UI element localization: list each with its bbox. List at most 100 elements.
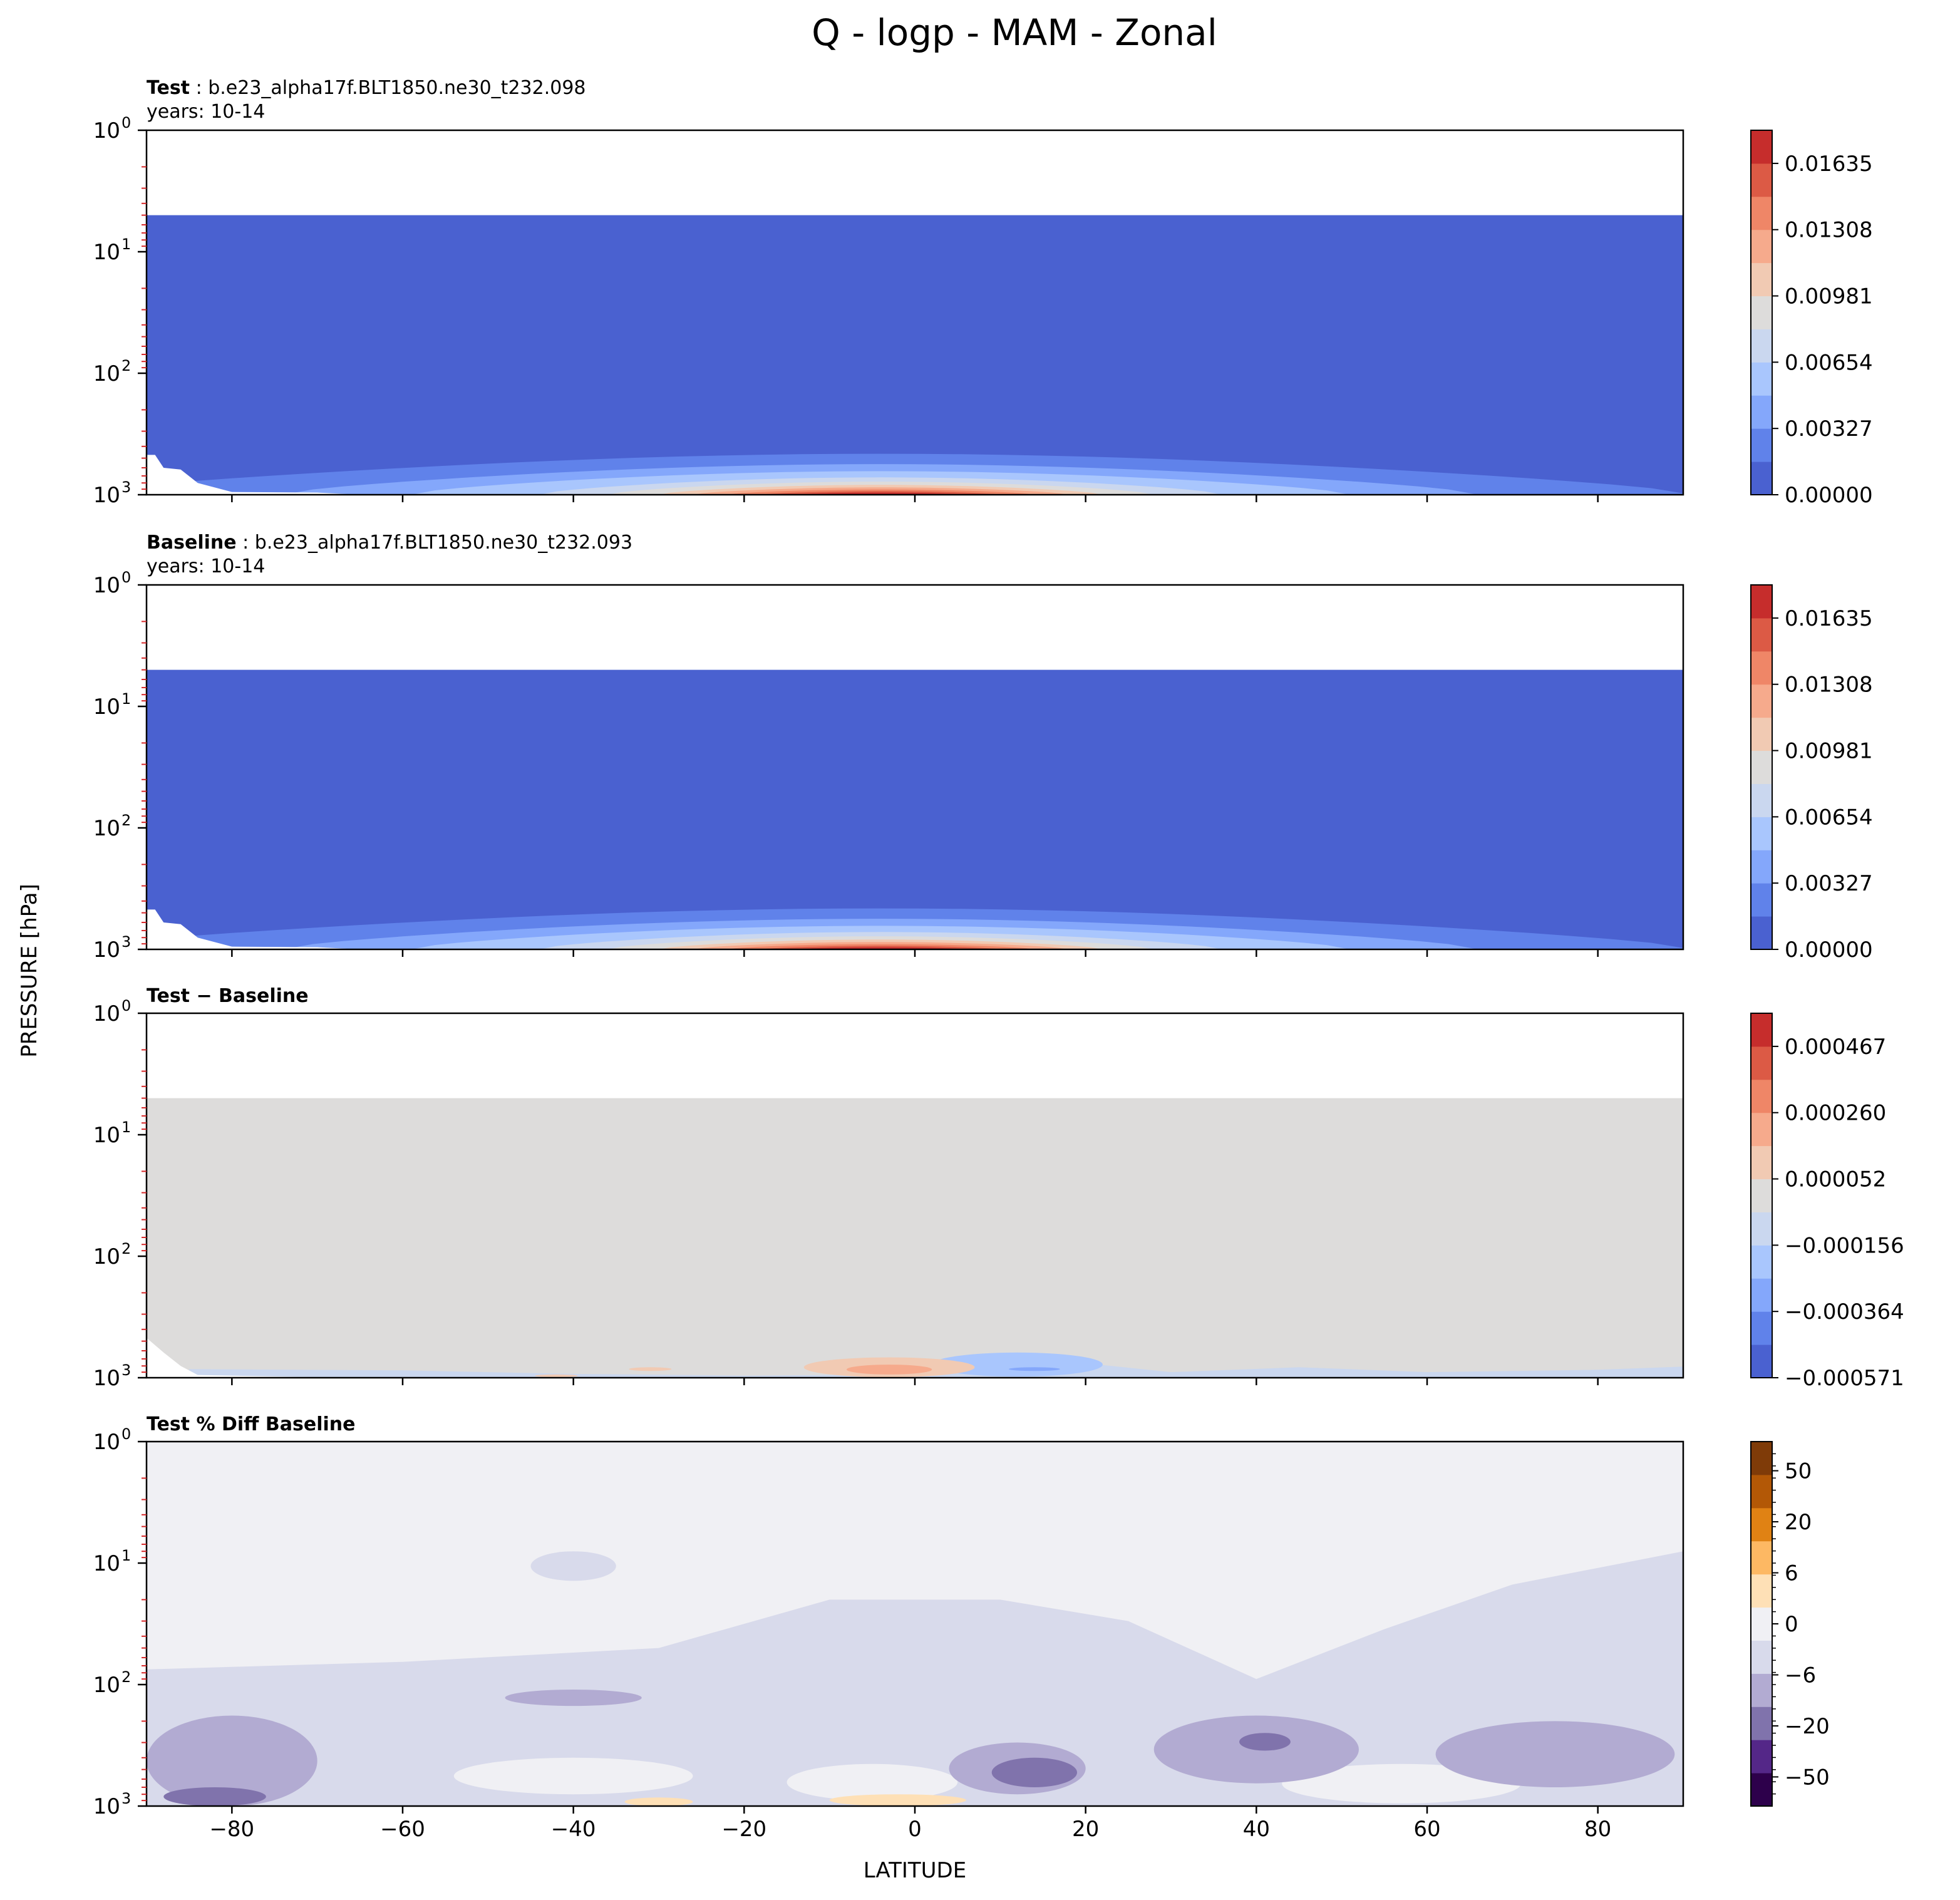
- y-tick-label: 10: [93, 1366, 120, 1391]
- colorbar-segment: [1751, 750, 1772, 784]
- y-tick-label: 10: [93, 1551, 120, 1576]
- contour-negative-mid: [932, 1352, 1103, 1377]
- colorbar-tick-label: −0.000364: [1785, 1299, 1904, 1324]
- colorbar-frame: [1750, 1013, 1773, 1378]
- y-tick-exponent: 0: [121, 1425, 131, 1443]
- y-tick-exponent: 2: [121, 812, 131, 829]
- y-tick-label: 10: [93, 1001, 120, 1026]
- colorbar-segment: [1751, 1278, 1772, 1312]
- colorbar-tick-label: 0.00981: [1785, 739, 1873, 764]
- panel-subtitle: years: 10-14: [147, 101, 265, 123]
- contour-negative-mid: [147, 1715, 317, 1806]
- colorbar-segment: [1751, 1345, 1772, 1378]
- y-tick-label: 10: [93, 1430, 120, 1455]
- y-tick-exponent: 3: [121, 933, 131, 951]
- colorbar-tick-label: 0.00000: [1785, 937, 1873, 963]
- colorbar-segment: [1751, 617, 1772, 652]
- x-tick-label: −80: [209, 1817, 254, 1842]
- colorbar-segment: [1751, 296, 1772, 329]
- contour-negative-mid: [505, 1690, 642, 1706]
- colorbar-segment: [1751, 1245, 1772, 1279]
- y-tick-exponent: 1: [121, 690, 131, 708]
- colorbar-tick-label: 0.00000: [1785, 483, 1873, 508]
- x-tick-label: −60: [380, 1817, 425, 1842]
- topography-mask: [147, 909, 360, 949]
- colorbar-tick-label: 0.000467: [1785, 1035, 1886, 1060]
- y-tick-label: 10: [93, 1123, 120, 1148]
- colorbar-segment: [1751, 329, 1772, 363]
- colorbar: −50 −20 −6 0 6 20 50: [1750, 1441, 1830, 1807]
- panel-title-rest: : b.e23_alpha17f.BLT1850.ne30_t232.093: [237, 532, 632, 554]
- colorbar: 0.00000 0.00327 0.00654 0.00981 0.01308 0.016…: [1750, 584, 1873, 963]
- colorbar-segment: [1751, 428, 1772, 462]
- panel-title-bold: Test: [147, 77, 190, 99]
- y-tick-exponent: 0: [121, 114, 131, 132]
- contour-negative-weak: [189, 1358, 1683, 1378]
- colorbar-segment: [1751, 262, 1772, 297]
- panel-title-bold: Test − Baseline: [147, 985, 309, 1007]
- colorbar-tick-label: −0.000571: [1785, 1366, 1904, 1391]
- colorbar-segment: [1751, 462, 1772, 495]
- x-tick-label: 40: [1243, 1817, 1270, 1842]
- colorbar-segment: [1751, 1574, 1772, 1608]
- contour-positive-weak: [829, 1794, 966, 1806]
- x-axis-label: LATITUDE: [864, 1858, 966, 1883]
- contour-negative-strong: [1239, 1733, 1291, 1751]
- panel-baseline: Baseline : b.e23_alpha17f.BLT1850.ne30_t…: [93, 532, 1873, 963]
- y-tick-exponent: 0: [121, 569, 131, 586]
- colorbar-segment: [1751, 395, 1772, 429]
- contour-level-0: [147, 215, 1683, 495]
- panel-title-rest: : b.e23_alpha17f.BLT1850.ne30_t232.098: [190, 77, 585, 99]
- contour-fills: [147, 215, 1683, 495]
- contour-positive-weak: [624, 1797, 693, 1806]
- y-tick-label: 10: [93, 361, 120, 386]
- figure-title: Q - logp - MAM - Zonal: [812, 11, 1217, 54]
- y-tick-label: 10: [93, 1244, 120, 1269]
- y-tick-label: 10: [93, 483, 120, 508]
- topography-mask: [147, 1338, 403, 1378]
- y-tick-exponent: 1: [121, 1547, 131, 1564]
- colorbar-tick-label: 0.000260: [1785, 1101, 1886, 1126]
- y-tick-exponent: 0: [121, 997, 131, 1015]
- contour-positive-small: [535, 1374, 578, 1378]
- topography-mask: [147, 455, 360, 495]
- panel-title: Baseline : b.e23_alpha17f.BLT1850.ne30_t…: [147, 532, 632, 554]
- colorbar-tick-label: 0.00327: [1785, 871, 1873, 896]
- colorbar-segment: [1751, 883, 1772, 917]
- x-tick-label: 20: [1072, 1817, 1099, 1842]
- colorbar: −0.000571 −0.000364 −0.000156 0.000052 0.000…: [1750, 1013, 1904, 1391]
- colorbar-segment: [1751, 651, 1772, 685]
- contour-negative-strong: [991, 1757, 1078, 1787]
- colorbar-tick-label: 50: [1785, 1459, 1812, 1484]
- panel-title-bold: Test % Diff Baseline: [147, 1413, 356, 1435]
- contour-level-0: [147, 669, 1683, 949]
- colorbar-segment: [1751, 1179, 1772, 1212]
- colorbar-tick-label: 0.00327: [1785, 416, 1873, 441]
- colorbar-tick-label: 0.01308: [1785, 673, 1873, 698]
- colorbar-segment: [1751, 850, 1772, 884]
- colorbar-segment: [1751, 817, 1772, 850]
- panel-title: Test % Diff Baseline: [147, 1413, 356, 1435]
- y-tick-exponent: 3: [121, 1361, 131, 1379]
- panel-title: Test : b.e23_alpha17f.BLT1850.ne30_t232.…: [147, 77, 586, 99]
- colorbar-tick-label: 0.01635: [1785, 152, 1873, 177]
- colorbar-tick-label: −50: [1785, 1765, 1830, 1790]
- colorbar-frame: [1750, 130, 1773, 495]
- colorbar-segment: [1751, 196, 1772, 230]
- y-tick-label: 10: [93, 1794, 120, 1819]
- panel-title: Test − Baseline: [147, 985, 309, 1007]
- contour-fills: [147, 1442, 1683, 1806]
- colorbar: 0.00000 0.00327 0.00654 0.00981 0.01308 0.016…: [1750, 130, 1873, 508]
- y-tick-exponent: 2: [121, 1240, 131, 1257]
- colorbar-segment: [1751, 1212, 1772, 1246]
- colorbar-segment: [1751, 717, 1772, 751]
- panel-test: Test : b.e23_alpha17f.BLT1850.ne30_t232.…: [93, 77, 1873, 508]
- x-tick-label: 0: [908, 1817, 922, 1842]
- contour-positive-mid: [846, 1365, 932, 1375]
- y-tick-exponent: 1: [121, 1118, 131, 1136]
- colorbar-segment: [1751, 1673, 1772, 1707]
- colorbar-tick-label: −0.000156: [1785, 1233, 1904, 1258]
- contour-near-zero: [453, 1757, 693, 1795]
- contour-fills: [147, 1098, 1683, 1378]
